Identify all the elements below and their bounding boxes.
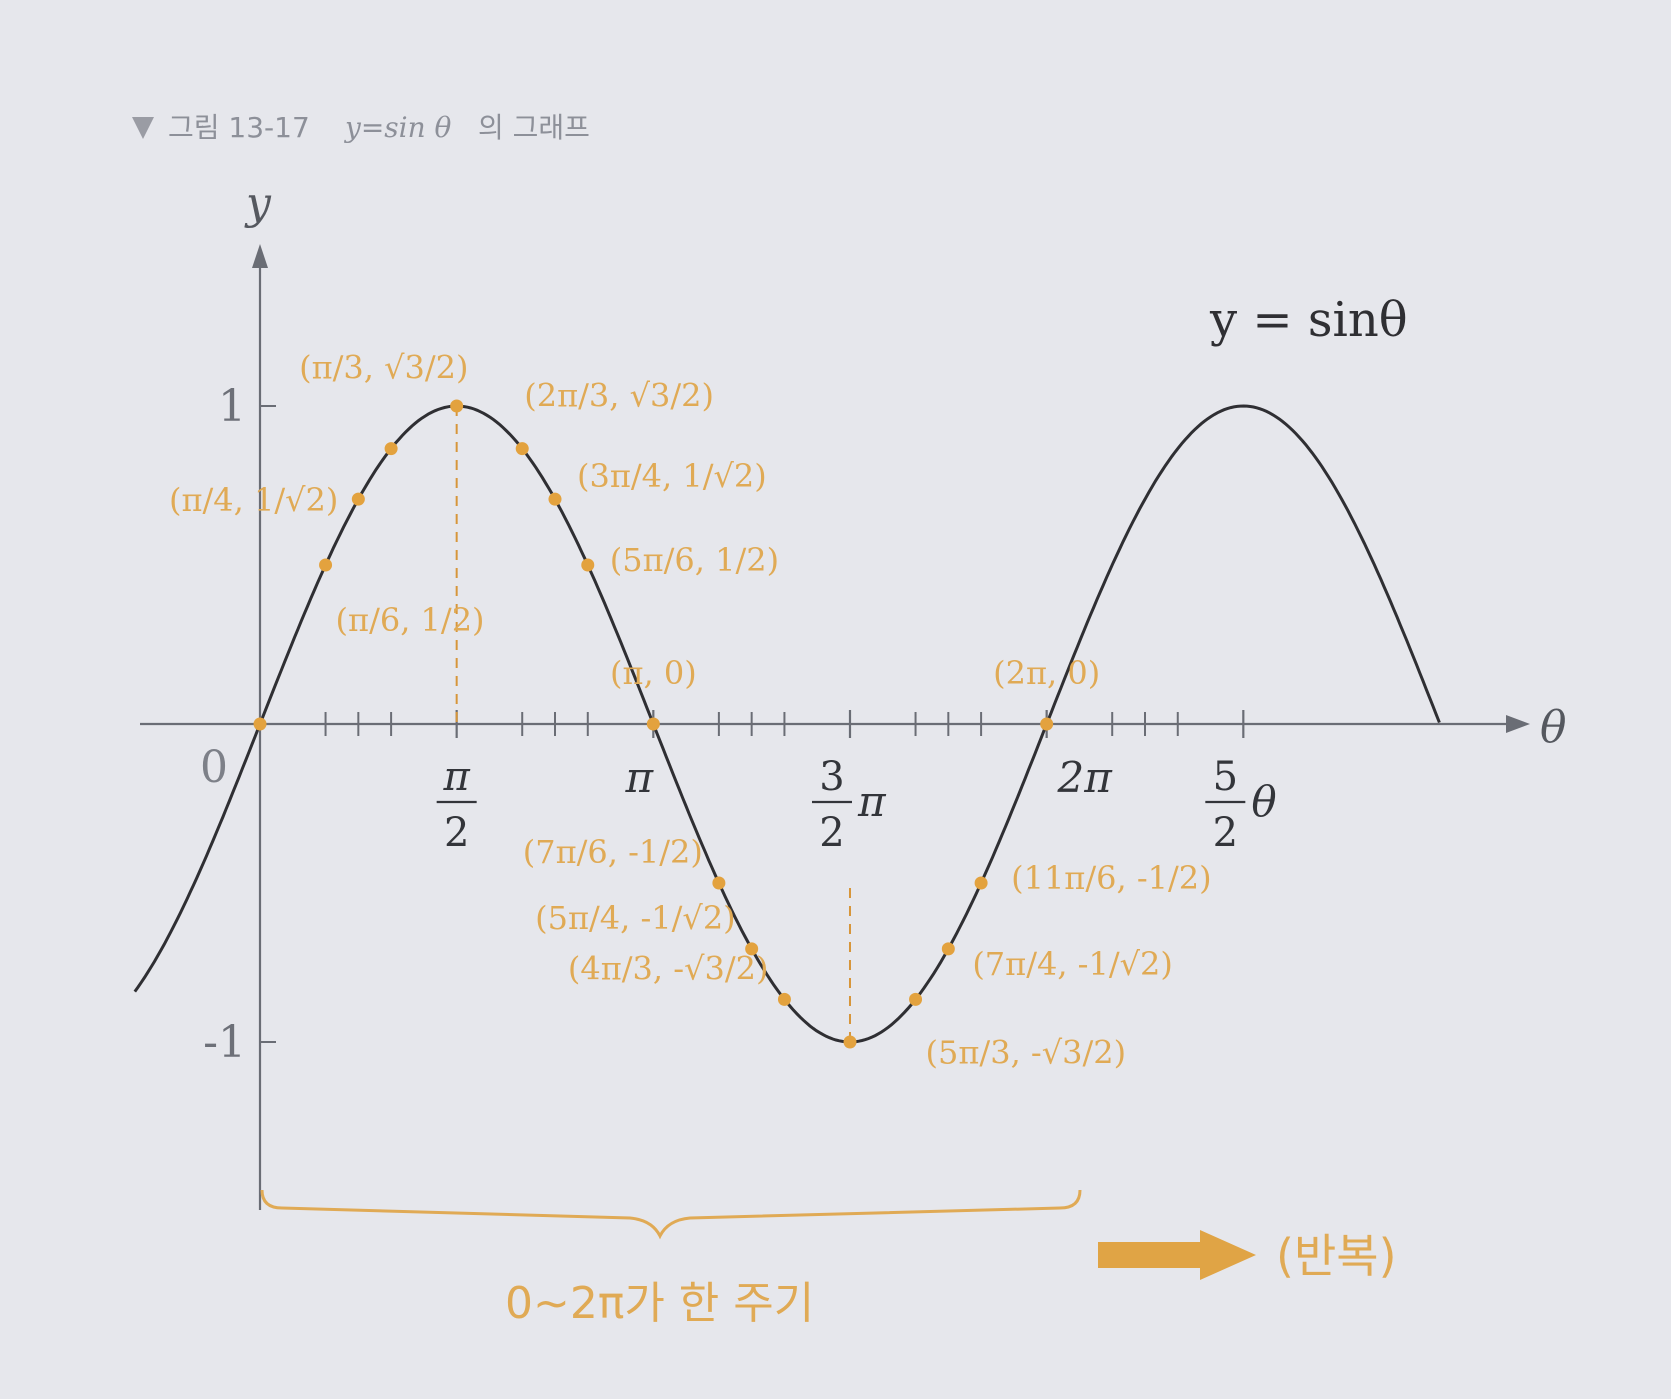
- data-point: [712, 876, 726, 890]
- x-tick-denominator: 2: [819, 810, 844, 856]
- point-label: (5π/6, 1/2): [610, 541, 779, 579]
- data-point: [646, 717, 660, 731]
- data-point: [515, 442, 529, 456]
- data-point: [745, 942, 759, 956]
- point-label: (2π, 0): [993, 654, 1100, 692]
- point-label: (11π/6, -1/2): [1011, 859, 1212, 897]
- data-point: [1040, 717, 1054, 731]
- y-axis-label: y: [244, 178, 272, 229]
- point-label: (7π/4, -1/√2): [972, 945, 1173, 983]
- x-tick-label: 2π: [1056, 753, 1113, 802]
- point-label: (2π/3, √3/2): [524, 377, 714, 415]
- point-labels: (π/6, 1/2) (π/4, 1/√2) (π/3, √3/2) (2π/3, √…: [169, 349, 1212, 1072]
- x-tick-numerator: π: [443, 754, 471, 800]
- data-point: [777, 992, 791, 1006]
- x-tick-numerator: 3: [819, 754, 844, 800]
- data-point: [909, 992, 923, 1006]
- x-tick-suffix: θ: [1251, 777, 1276, 826]
- x-axis-label: θ: [1540, 702, 1567, 753]
- data-point: [450, 399, 464, 413]
- caption-heart-icon: [132, 117, 154, 139]
- brace-shape: [260, 1189, 1082, 1240]
- figure-caption: 그림 13-17 y=sin θ 의 그래프: [132, 111, 590, 144]
- function-label: y = sinθ: [1209, 292, 1408, 348]
- x-axis-arrow-icon: [1506, 715, 1530, 733]
- dashed-guides: [455, 406, 851, 1042]
- period-label: 0~2π가 한 주기: [505, 1278, 814, 1329]
- data-point: [548, 492, 562, 506]
- point-label: (π/3, √3/2): [299, 349, 468, 387]
- data-point: [843, 1035, 857, 1049]
- y-ticks: 1 -1: [203, 381, 276, 1068]
- y-axis-arrow-icon: [252, 244, 268, 268]
- point-label: (5π/3, -√3/2): [926, 1033, 1127, 1071]
- x-tick-denominator: 2: [1213, 810, 1238, 856]
- minor-ticks: [324, 712, 1179, 736]
- data-point: [941, 942, 955, 956]
- x-tick-suffix: π: [857, 777, 887, 826]
- data-point: [581, 558, 595, 572]
- x-tick-label: π: [625, 753, 655, 802]
- data-point: [974, 876, 988, 890]
- repeat-arrow-icon: [1098, 1230, 1256, 1280]
- x-tick-denominator: 2: [444, 810, 469, 856]
- caption-formula: y=sin θ: [343, 111, 452, 144]
- point-label: (5π/4, -1/√2): [535, 899, 736, 937]
- point-label: (3π/4, 1/√2): [577, 457, 767, 495]
- data-point: [351, 492, 365, 506]
- y-tick-label: 1: [218, 381, 246, 432]
- y-tick-label: -1: [203, 1017, 246, 1068]
- caption-suffix: 의 그래프: [478, 111, 590, 144]
- point-label: (4π/3, -√3/2): [568, 949, 769, 987]
- data-point: [253, 717, 267, 731]
- data-points: [253, 399, 1054, 1049]
- caption-prefix: 그림 13-17: [168, 111, 310, 144]
- x-tick-numerator: 5: [1213, 754, 1238, 800]
- repeat-label: (반복): [1276, 1229, 1397, 1283]
- point-label: (π/6, 1/2): [336, 601, 485, 639]
- data-point: [384, 442, 398, 456]
- point-label: (π/4, 1/√2): [169, 481, 338, 519]
- point-label: (7π/6, -1/2): [523, 833, 703, 871]
- origin-label: 0: [200, 742, 228, 793]
- point-label: (π, 0): [610, 654, 697, 692]
- period-brace: 0~2π가 한 주기 (반복): [260, 1189, 1397, 1329]
- data-point: [319, 558, 333, 572]
- x-ticks: π2π 32π 2π 52θ: [436, 710, 1277, 856]
- axes: θ y 0: [140, 178, 1567, 1210]
